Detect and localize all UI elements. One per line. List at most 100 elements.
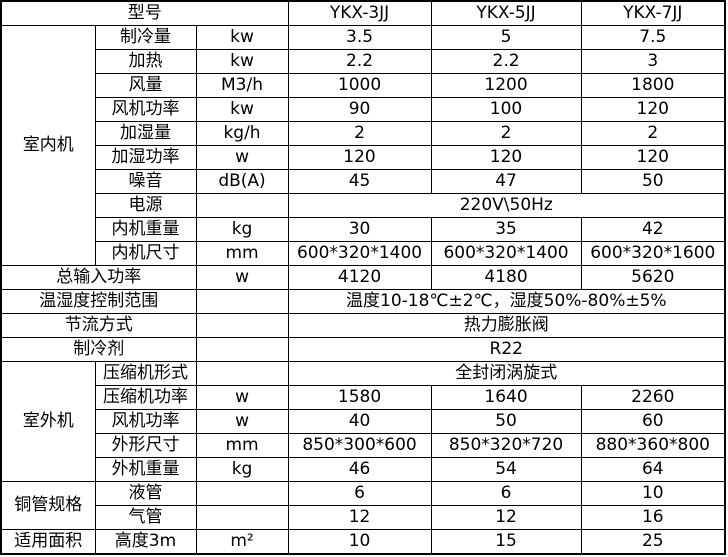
value-cell: 47 bbox=[430, 169, 582, 194]
value-cell: 12 bbox=[287, 505, 432, 530]
param-cell: 外机重量 bbox=[94, 457, 197, 482]
unit-cell bbox=[195, 361, 289, 386]
value-cell: 35 bbox=[430, 217, 582, 242]
param-cell: 高度3m bbox=[94, 529, 197, 555]
value-cell: 7.5 bbox=[580, 25, 726, 50]
value-cell: 45 bbox=[287, 169, 432, 194]
table-row: 风机功率 w 40 50 60 bbox=[1, 409, 726, 434]
unit-cell bbox=[195, 481, 289, 506]
param-cell: 气管 bbox=[94, 505, 197, 530]
value-cell: 64 bbox=[580, 457, 726, 482]
value-cell: 850*320*720 bbox=[430, 433, 582, 458]
unit-cell: M3/h bbox=[195, 73, 289, 98]
value-cell: 850*300*600 bbox=[287, 433, 432, 458]
param-cell: 电源 bbox=[94, 193, 197, 218]
value-cell: 25 bbox=[580, 529, 726, 555]
param-cell: 液管 bbox=[94, 481, 197, 506]
value-cell: 40 bbox=[287, 409, 432, 434]
value-cell: 12 bbox=[430, 505, 582, 530]
unit-cell bbox=[195, 289, 289, 314]
value-cell: 90 bbox=[287, 97, 432, 122]
group-cell-area: 适用面积 bbox=[0, 529, 96, 555]
unit-cell: w bbox=[195, 265, 289, 290]
unit-cell bbox=[195, 337, 289, 362]
param-cell: 节流方式 bbox=[0, 313, 197, 338]
table-row: 外机重量 kg 46 54 64 bbox=[1, 457, 726, 482]
value-cell: 16 bbox=[580, 505, 726, 530]
value-cell: 6 bbox=[430, 481, 582, 506]
unit-cell: kw bbox=[195, 97, 289, 122]
param-cell: 加湿量 bbox=[94, 121, 197, 146]
param-cell: 外形尺寸 bbox=[94, 433, 197, 458]
value-cell: 2.2 bbox=[287, 49, 432, 74]
table-row: 风机功率 kw 90 100 120 bbox=[1, 97, 726, 122]
value-cell: 30 bbox=[287, 217, 432, 242]
value-cell: 4120 bbox=[287, 265, 432, 290]
unit-cell bbox=[195, 193, 289, 218]
value-cell: 2 bbox=[287, 121, 432, 146]
value-cell: 3.5 bbox=[287, 25, 432, 50]
param-cell: 风机功率 bbox=[94, 97, 197, 122]
table-row: 内机重量 kg 30 35 42 bbox=[1, 217, 726, 242]
table-row: 外形尺寸 mm 850*300*600 850*320*720 880*360*… bbox=[1, 433, 726, 458]
param-cell: 风机功率 bbox=[94, 409, 197, 434]
value-cell: 600*320*1600 bbox=[580, 241, 726, 266]
table-row: 加湿量 kg/h 2 2 2 bbox=[1, 121, 726, 146]
value-cell: 50 bbox=[430, 409, 582, 434]
param-cell: 制冷剂 bbox=[0, 337, 197, 362]
value-cell: 42 bbox=[580, 217, 726, 242]
value-cell: 1000 bbox=[287, 73, 432, 98]
group-cell-indoor: 室内机 bbox=[0, 25, 96, 266]
param-cell: 加热 bbox=[94, 49, 197, 74]
value-cell: 15 bbox=[430, 529, 582, 555]
merged-value-cell: R22 bbox=[287, 337, 726, 362]
unit-cell: kg/h bbox=[195, 121, 289, 146]
value-cell: 2260 bbox=[580, 385, 726, 410]
unit-cell: kg bbox=[195, 457, 289, 482]
value-cell: 600*320*1400 bbox=[430, 241, 582, 266]
param-cell: 加湿功率 bbox=[94, 145, 197, 170]
value-cell: 880*360*800 bbox=[580, 433, 726, 458]
value-cell: 5 bbox=[430, 25, 582, 50]
unit-cell: w bbox=[195, 145, 289, 170]
model-name-cell: YKX-3JJ bbox=[287, 0, 432, 26]
value-cell: 5620 bbox=[580, 265, 726, 290]
value-cell: 1640 bbox=[430, 385, 582, 410]
unit-cell: kg bbox=[195, 217, 289, 242]
table-row: 气管 12 12 16 bbox=[1, 505, 726, 530]
value-cell: 2 bbox=[580, 121, 726, 146]
model-name-cell: YKX-5JJ bbox=[430, 0, 582, 26]
table-row: 适用面积 高度3m m² 10 15 25 bbox=[0, 529, 726, 555]
table-row: 加湿功率 w 120 120 120 bbox=[1, 145, 726, 170]
value-cell: 10 bbox=[580, 481, 726, 506]
table-row: 总输入功率 w 4120 4180 5620 bbox=[0, 265, 726, 290]
table-row: 温湿度控制范围 温度10-18℃±2℃，湿度50%-80%±5% bbox=[0, 289, 726, 314]
value-cell: 1800 bbox=[580, 73, 726, 98]
table-row: 室内机 制冷量 kw 3.5 5 7.5 bbox=[0, 25, 726, 266]
unit-cell: m² bbox=[195, 529, 289, 555]
table-row: 节流方式 热力膨胀阀 bbox=[0, 313, 726, 338]
param-cell: 温湿度控制范围 bbox=[0, 289, 197, 314]
value-cell: 46 bbox=[287, 457, 432, 482]
unit-cell: kw bbox=[195, 49, 289, 74]
unit-cell: mm bbox=[195, 433, 289, 458]
merged-value-cell: 220V\50Hz bbox=[287, 193, 726, 218]
table-row: 铜管规格 液管 6 6 10 bbox=[0, 481, 726, 530]
value-cell: 120 bbox=[430, 145, 582, 170]
value-cell: 4180 bbox=[430, 265, 582, 290]
value-cell: 2 bbox=[430, 121, 582, 146]
value-cell: 600*320*1400 bbox=[287, 241, 432, 266]
param-cell: 风量 bbox=[94, 73, 197, 98]
value-cell: 3 bbox=[580, 49, 726, 74]
unit-cell: dB(A) bbox=[195, 169, 289, 194]
param-cell: 内机尺寸 bbox=[94, 241, 197, 266]
param-cell: 噪音 bbox=[94, 169, 197, 194]
value-cell: 1200 bbox=[430, 73, 582, 98]
table-row: 制冷剂 R22 bbox=[0, 337, 726, 362]
param-cell: 总输入功率 bbox=[0, 265, 197, 290]
value-cell: 120 bbox=[580, 97, 726, 122]
table-row: 电源 220V\50Hz bbox=[1, 193, 726, 218]
model-header-cell: 型号 bbox=[0, 0, 289, 26]
